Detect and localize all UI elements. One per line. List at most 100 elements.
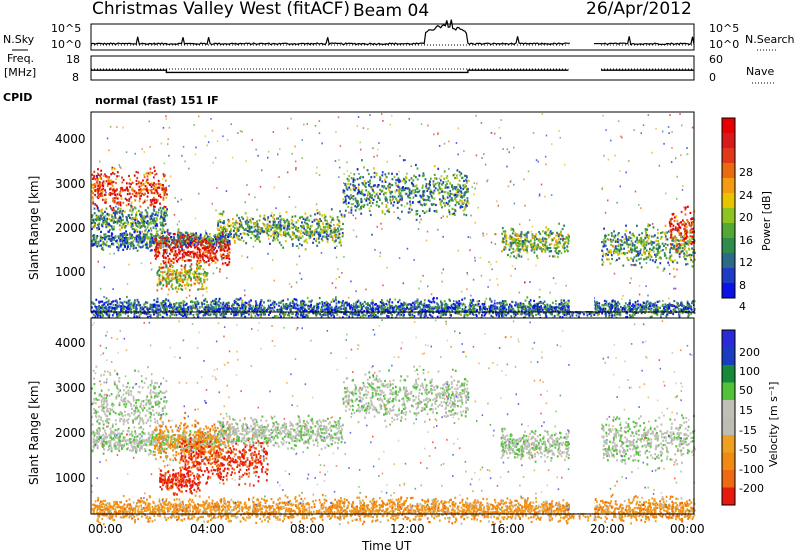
echo-cell — [443, 202, 445, 204]
echo-cell — [136, 171, 138, 173]
echo-cell — [431, 191, 433, 193]
echo-cell — [367, 181, 369, 183]
echo-cell — [134, 299, 136, 301]
echo-cell — [319, 220, 321, 222]
echo-cell — [223, 232, 225, 234]
echo-cell — [412, 184, 414, 186]
echo-cell — [415, 176, 417, 178]
echo-cell — [137, 231, 139, 233]
echo-cell — [641, 254, 643, 256]
echo-cell — [284, 233, 286, 235]
echo-cell — [644, 247, 646, 249]
echo-cell — [680, 221, 682, 223]
echo-cell — [360, 208, 362, 210]
echo-cell — [444, 170, 446, 172]
echo-cell — [126, 187, 128, 189]
echo-cell — [193, 256, 195, 258]
echo-cell — [534, 237, 536, 239]
echo-cell — [279, 233, 281, 235]
echo-cell — [295, 227, 297, 229]
echo-cell — [184, 252, 186, 254]
echo-cell — [442, 195, 444, 197]
echo-cell — [161, 288, 163, 290]
echo-cell — [304, 240, 306, 242]
echo-cell — [147, 212, 149, 214]
echo-cell — [104, 236, 106, 238]
echo-cell — [468, 202, 470, 204]
echo-cell — [353, 179, 355, 181]
echo-cell — [457, 184, 459, 186]
echo-cell — [518, 249, 520, 251]
echo-cell — [103, 175, 105, 177]
echo-cell — [379, 193, 381, 195]
echo-cell — [172, 288, 174, 290]
echo-cell — [113, 226, 115, 228]
echo-cell — [692, 241, 694, 243]
echo-cell — [393, 201, 395, 203]
echo-cell — [104, 238, 106, 240]
echo-cell — [257, 233, 259, 235]
echo-cell — [188, 243, 190, 245]
echo-cell — [122, 214, 124, 216]
echo-cell — [206, 278, 208, 280]
echo-cell — [272, 216, 274, 218]
echo-cell — [247, 217, 249, 219]
echo-cell — [135, 214, 137, 216]
echo-cell — [323, 235, 325, 237]
echo-cell — [362, 303, 364, 305]
echo-cell — [560, 233, 562, 235]
echo-cell — [150, 168, 152, 170]
echo-cell — [433, 180, 435, 182]
echo-cell — [100, 190, 102, 192]
echo-cell — [689, 239, 691, 241]
echo-cell — [198, 236, 200, 238]
echo-cell — [261, 304, 263, 306]
echo-cell — [547, 247, 549, 249]
echo-cell — [102, 238, 104, 240]
echo-cell — [603, 228, 605, 230]
echo-cell — [188, 260, 190, 262]
echo-cell — [105, 215, 107, 217]
echo-cell — [397, 207, 399, 209]
echo-cell — [136, 180, 138, 182]
echo-cell — [655, 240, 657, 242]
echo-cell — [168, 259, 170, 261]
echo-cell — [254, 230, 256, 232]
echo-cell — [140, 195, 142, 197]
echo-cell — [153, 176, 155, 178]
echo-cell — [512, 251, 514, 253]
echo-cell — [451, 199, 453, 201]
echo-cell — [382, 190, 384, 192]
echo-cell — [178, 288, 180, 290]
echo-cell — [344, 201, 346, 203]
echo-cell — [196, 264, 198, 266]
echo-cell — [181, 235, 183, 237]
echo-cell — [142, 184, 144, 186]
echo-cell — [448, 186, 450, 188]
echo-cell — [309, 237, 311, 239]
echo-cell — [521, 256, 523, 258]
echo-cell — [282, 300, 284, 302]
echo-cell — [602, 261, 604, 263]
echo-cell — [175, 256, 177, 258]
echo-cell — [550, 230, 552, 232]
echo-cell — [447, 192, 449, 194]
echo-cell — [220, 249, 222, 251]
echo-cell — [98, 226, 100, 228]
echo-cell — [330, 221, 332, 223]
echo-cell — [190, 278, 192, 280]
echo-cell — [681, 211, 683, 213]
echo-cell — [544, 246, 546, 248]
echo-cell — [144, 193, 146, 195]
echo-cell — [189, 289, 191, 291]
echo-cell — [188, 313, 190, 315]
echo-cell — [162, 222, 164, 224]
echo-cell — [441, 188, 443, 190]
echo-cell — [228, 248, 230, 250]
echo-cell — [155, 213, 157, 215]
echo-cell — [216, 250, 218, 252]
echo-cell — [245, 212, 247, 214]
echo-cell — [136, 218, 138, 220]
echo-cell — [351, 177, 353, 179]
echo-cell — [150, 250, 152, 252]
